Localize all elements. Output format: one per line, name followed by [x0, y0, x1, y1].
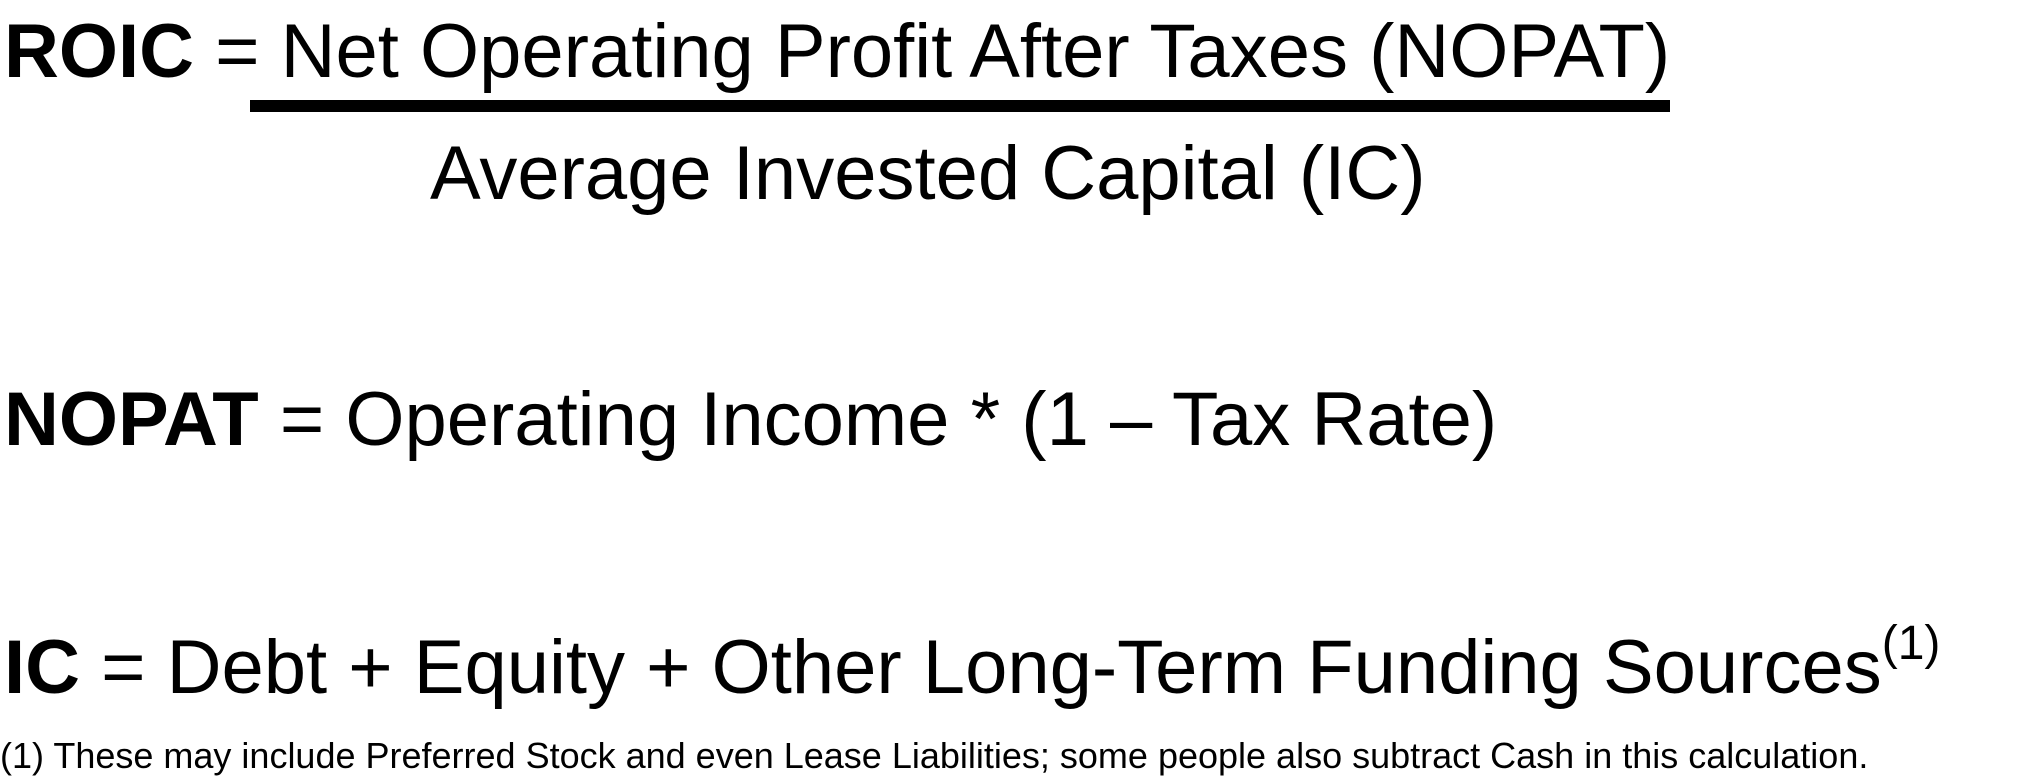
footnote-text: (1) These may include Preferred Stock an… — [0, 735, 1869, 776]
footnote-marker: (1) — [1881, 617, 1941, 670]
fraction-bar — [250, 100, 1670, 112]
roic-formula-line: ROIC = Net Operating Profit After Taxes … — [4, 14, 1670, 90]
roic-numerator: Net Operating Profit After Taxes (NOPAT) — [280, 9, 1671, 94]
nopat-equals: = — [258, 377, 346, 462]
ic-equals: = — [80, 625, 167, 710]
roic-denominator: Average Invested Capital (IC) — [430, 131, 1426, 216]
nopat-expression: Operating Income * (1 – Tax Rate) — [345, 377, 1498, 462]
roic-equals: = — [194, 9, 281, 94]
ic-expression: Debt + Equity + Other Long-Term Funding … — [166, 625, 1882, 710]
nopat-label: NOPAT — [4, 377, 259, 462]
roic-label: ROIC — [4, 9, 194, 94]
nopat-formula-line: NOPAT = Operating Income * (1 – Tax Rate… — [4, 382, 1497, 458]
ic-label: IC — [4, 625, 80, 710]
ic-formula-line: IC = Debt + Equity + Other Long-Term Fun… — [4, 620, 1940, 706]
